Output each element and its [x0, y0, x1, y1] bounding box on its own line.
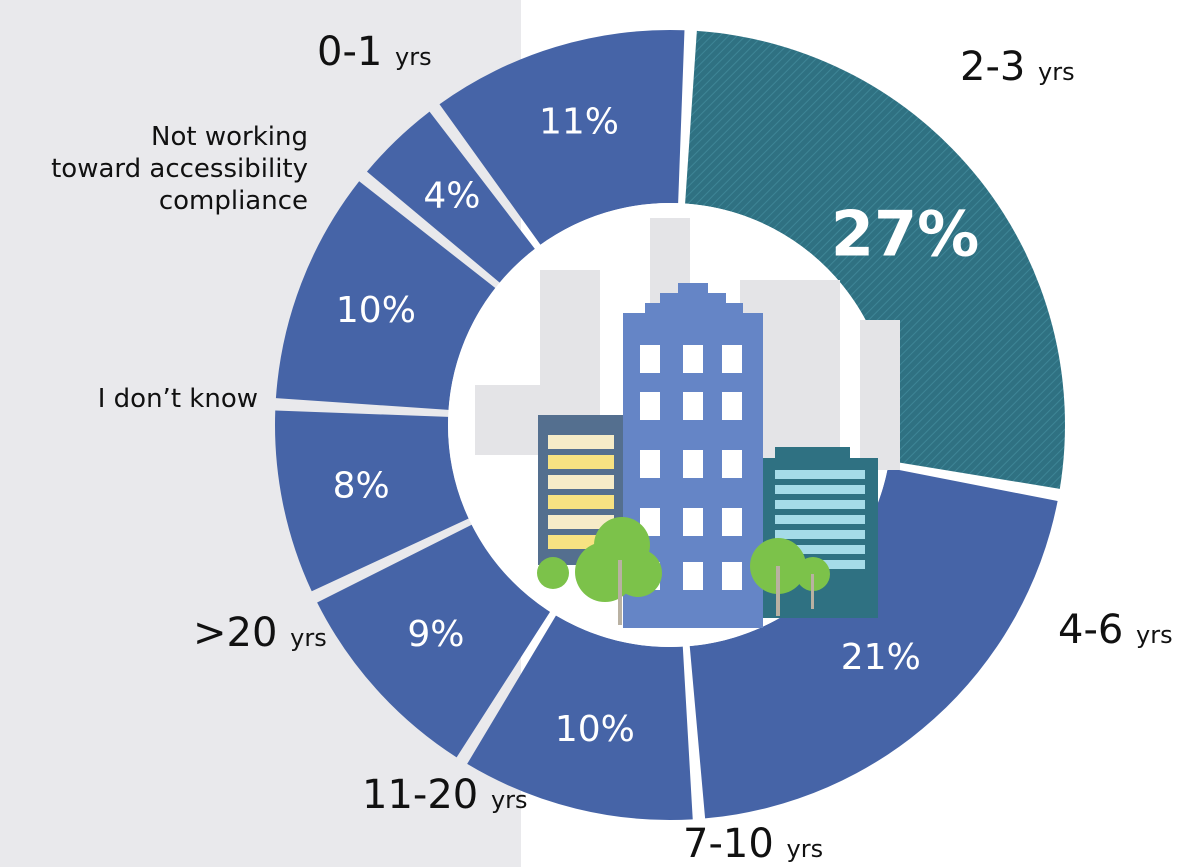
window	[640, 450, 660, 478]
slice-7-10	[467, 615, 693, 820]
value-label-7-10: 10%	[555, 709, 635, 750]
window	[722, 450, 742, 478]
category-label-not-working-toward-accessibility-compliance: Not working toward accessibility complianc…	[51, 122, 308, 216]
category-label-4-6: 4-6 yrs	[1058, 607, 1173, 653]
window	[722, 508, 742, 536]
value-label-0-1: 11%	[539, 101, 619, 142]
window	[683, 392, 703, 420]
category-label-7-10: 7-10 yrs	[683, 821, 823, 867]
city-illustration	[448, 203, 900, 647]
category-label-11-20: 11-20 yrs	[362, 772, 528, 818]
window	[683, 345, 703, 373]
donut-slices	[275, 30, 1065, 820]
slice-20	[275, 410, 469, 592]
category-label-20: >20 yrs	[193, 610, 327, 656]
value-label-not-working-toward-accessibility-compliance: 4%	[423, 176, 480, 217]
window	[640, 508, 660, 536]
slice-0-1	[439, 30, 685, 245]
window	[722, 562, 742, 590]
building-right	[775, 447, 850, 459]
category-label-2-3: 2-3 yrs	[960, 44, 1075, 90]
category-label-i-don-t-know: I don’t know	[98, 384, 258, 414]
window	[640, 392, 660, 420]
category-label-0-1: 0-1 yrs	[317, 29, 432, 75]
value-label-20: 8%	[333, 465, 390, 506]
slice-11-20	[317, 524, 551, 758]
window	[683, 450, 703, 478]
slice-i-don-t-know	[275, 181, 496, 410]
window	[683, 562, 703, 590]
slice-4-6	[689, 467, 1058, 819]
value-label-i-don-t-know: 10%	[336, 290, 416, 331]
value-label-11-20: 9%	[407, 614, 464, 655]
slice-not-working-toward-accessibility-compliance	[366, 111, 535, 283]
value-label-2-3: 27%	[831, 198, 979, 271]
window	[722, 345, 742, 373]
percentage-labels: 27% 21% 10% 9% 8% 10% 4% 11%	[333, 101, 980, 749]
window	[640, 345, 660, 373]
trees	[537, 517, 830, 625]
category-labels: 2-3 yrs 4-6 yrs 7-10 yrs 11-20 yrs >20 yrs I …	[51, 29, 1173, 867]
value-label-4-6: 21%	[841, 637, 921, 678]
slice-2-3	[685, 30, 1065, 489]
window	[683, 508, 703, 536]
window	[722, 392, 742, 420]
